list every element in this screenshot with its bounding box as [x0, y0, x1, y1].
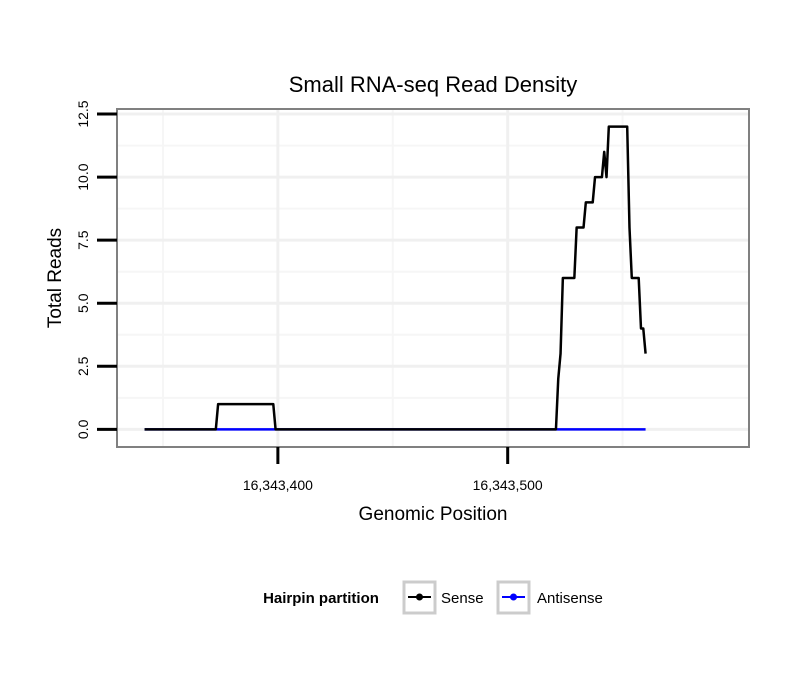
legend-key-antisense-point: [510, 593, 517, 601]
legend-label-sense: Sense: [441, 590, 484, 607]
y-tick-label: 10.0: [75, 163, 91, 190]
x-axis: 16,343,400 16,343,500: [243, 447, 543, 493]
grid-minor: [117, 109, 749, 447]
legend-title: Hairpin partition: [263, 590, 379, 607]
plot-panel: [116, 108, 750, 448]
y-axis-label: Total Reads: [45, 228, 66, 328]
legend-key-sense-point: [416, 593, 423, 601]
legend-label-antisense: Antisense: [537, 590, 603, 607]
y-tick-label: 0.0: [75, 419, 91, 439]
legend: Hairpin partition Sense Antisense: [263, 580, 603, 615]
x-tick-label: 16,343,500: [473, 477, 543, 493]
x-tick-label: 16,343,400: [243, 477, 313, 493]
chart-title: Small RNA-seq Read Density: [289, 72, 578, 97]
y-axis: 0.0 2.5 5.0 7.5 10.0 12.5: [75, 100, 117, 439]
y-tick-label: 7.5: [75, 230, 91, 250]
series-line-sense: [144, 125, 647, 431]
y-tick-label: 5.0: [75, 293, 91, 313]
y-tick-label: 12.5: [75, 100, 91, 127]
plot-border: [116, 108, 750, 448]
x-axis-label: Genomic Position: [359, 504, 508, 525]
series-layer: [144, 125, 647, 431]
plot-background: [117, 109, 749, 447]
y-tick-label: 2.5: [75, 356, 91, 376]
